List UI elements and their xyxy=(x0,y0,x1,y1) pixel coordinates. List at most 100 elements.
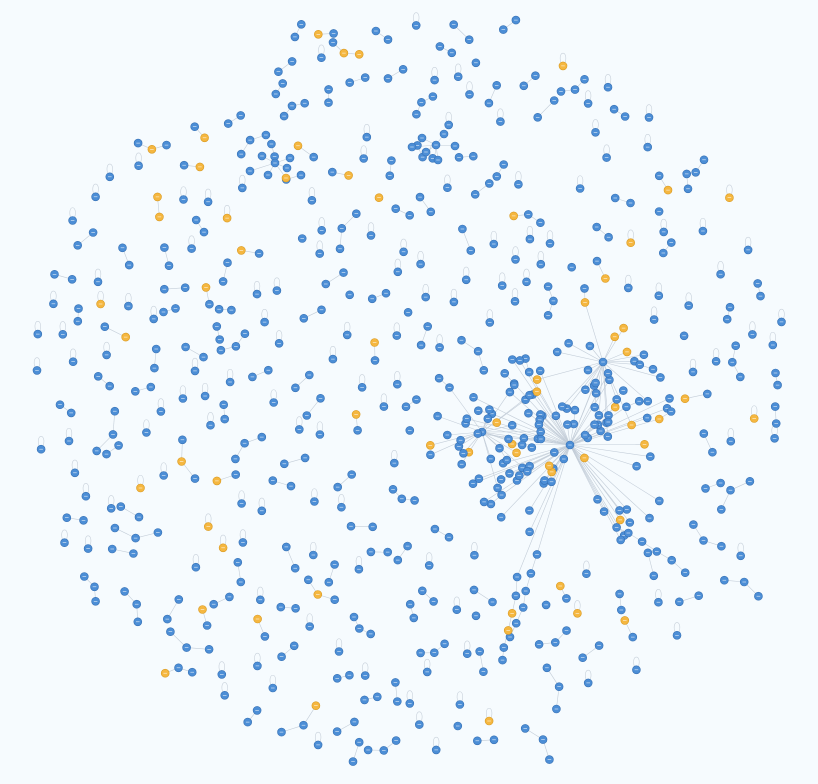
graph-node-secondary[interactable] xyxy=(311,701,321,711)
graph-node-primary[interactable] xyxy=(536,427,546,437)
graph-node-primary[interactable] xyxy=(523,210,533,219)
graph-node-primary[interactable] xyxy=(514,180,523,189)
graph-node-primary[interactable] xyxy=(392,379,402,389)
graph-node-primary[interactable] xyxy=(545,755,554,764)
graph-node-primary[interactable] xyxy=(716,269,725,279)
graph-node-primary[interactable] xyxy=(294,425,304,434)
graph-node-primary[interactable] xyxy=(515,356,525,365)
graph-node-primary[interactable] xyxy=(333,482,343,492)
graph-node-primary[interactable] xyxy=(603,368,613,378)
graph-node-primary[interactable] xyxy=(430,524,440,534)
graph-node-primary[interactable] xyxy=(549,448,559,457)
graph-node-primary[interactable] xyxy=(204,644,214,654)
graph-node-primary[interactable] xyxy=(628,632,638,642)
graph-node-primary[interactable] xyxy=(348,757,358,766)
graph-node-primary[interactable] xyxy=(604,232,613,242)
graph-node-primary[interactable] xyxy=(549,96,559,105)
graph-node-primary[interactable] xyxy=(593,494,602,504)
graph-node-primary[interactable] xyxy=(471,58,481,68)
graph-node-primary[interactable] xyxy=(383,74,393,83)
graph-node-primary[interactable] xyxy=(563,420,572,429)
graph-node-primary[interactable] xyxy=(291,383,300,393)
graph-node-primary[interactable] xyxy=(206,420,215,430)
graph-node-primary[interactable] xyxy=(351,209,361,218)
graph-node-primary[interactable] xyxy=(426,450,435,460)
graph-node-primary[interactable] xyxy=(131,533,140,543)
graph-node-primary[interactable] xyxy=(342,330,352,340)
graph-node-secondary[interactable] xyxy=(619,323,628,333)
graph-node-primary[interactable] xyxy=(68,357,78,367)
graph-node-secondary[interactable] xyxy=(204,522,213,531)
graph-node-secondary[interactable] xyxy=(374,193,384,202)
graph-node-primary[interactable] xyxy=(464,35,474,45)
graph-node-primary[interactable] xyxy=(609,104,619,114)
graph-node-primary[interactable] xyxy=(485,405,494,414)
graph-node-primary[interactable] xyxy=(498,25,508,34)
graph-node-primary[interactable] xyxy=(350,717,359,727)
graph-node-primary[interactable] xyxy=(132,599,141,609)
graph-node-primary[interactable] xyxy=(330,595,340,605)
graph-node-primary[interactable] xyxy=(245,166,255,176)
graph-node-primary[interactable] xyxy=(421,147,431,157)
graph-node-primary[interactable] xyxy=(735,372,745,382)
graph-node-primary[interactable] xyxy=(623,528,633,538)
graph-node-primary[interactable] xyxy=(484,179,494,188)
graph-node-primary[interactable] xyxy=(725,302,735,312)
graph-node-primary[interactable] xyxy=(379,402,389,411)
graph-node-primary[interactable] xyxy=(417,586,427,596)
graph-node-primary[interactable] xyxy=(635,360,645,370)
graph-node-primary[interactable] xyxy=(524,367,534,377)
graph-node-secondary[interactable] xyxy=(663,185,673,195)
graph-node-primary[interactable] xyxy=(151,344,161,354)
graph-node-primary[interactable] xyxy=(543,310,553,320)
graph-node-primary[interactable] xyxy=(557,402,567,411)
graph-node-primary[interactable] xyxy=(236,149,246,159)
graph-node-primary[interactable] xyxy=(220,690,229,700)
graph-node-primary[interactable] xyxy=(583,678,593,688)
graph-node-primary[interactable] xyxy=(187,667,197,677)
graph-node-primary[interactable] xyxy=(556,87,566,96)
graph-node-primary[interactable] xyxy=(416,340,426,350)
graph-node-primary[interactable] xyxy=(468,151,478,161)
graph-node-primary[interactable] xyxy=(575,184,585,193)
graph-node-primary[interactable] xyxy=(268,683,278,693)
graph-node-primary[interactable] xyxy=(736,551,746,561)
graph-node-primary[interactable] xyxy=(645,452,655,461)
graph-node-primary[interactable] xyxy=(645,513,654,523)
graph-node-primary[interactable] xyxy=(603,432,613,441)
graph-node-primary[interactable] xyxy=(470,550,479,560)
graph-node-secondary[interactable] xyxy=(200,133,209,143)
graph-node-secondary[interactable] xyxy=(155,212,164,222)
graph-node-primary[interactable] xyxy=(768,340,778,350)
graph-node-primary[interactable] xyxy=(615,589,624,599)
graph-node-primary[interactable] xyxy=(357,382,367,392)
graph-node-primary[interactable] xyxy=(435,343,444,352)
graph-node-primary[interactable] xyxy=(466,246,476,255)
graph-node-primary[interactable] xyxy=(285,153,295,163)
graph-node-primary[interactable] xyxy=(469,585,479,595)
graph-node-primary[interactable] xyxy=(484,98,494,108)
graph-node-primary[interactable] xyxy=(598,357,608,367)
graph-node-primary[interactable] xyxy=(203,197,213,207)
graph-node-secondary[interactable] xyxy=(532,375,542,384)
graph-node-primary[interactable] xyxy=(313,740,323,750)
graph-node-primary[interactable] xyxy=(648,364,658,374)
graph-node-primary[interactable] xyxy=(290,563,300,573)
graph-node-primary[interactable] xyxy=(430,75,439,85)
graph-node-primary[interactable] xyxy=(512,572,522,582)
graph-node-secondary[interactable] xyxy=(281,173,291,183)
graph-node-primary[interactable] xyxy=(93,371,103,381)
graph-node-primary[interactable] xyxy=(493,483,502,493)
graph-node-primary[interactable] xyxy=(743,245,753,255)
graph-node-primary[interactable] xyxy=(449,297,459,307)
graph-node-primary[interactable] xyxy=(49,299,58,309)
graph-node-secondary[interactable] xyxy=(198,605,207,614)
graph-node-primary[interactable] xyxy=(618,386,628,395)
graph-node-primary[interactable] xyxy=(440,639,449,649)
graph-node-primary[interactable] xyxy=(505,387,515,397)
graph-node-primary[interactable] xyxy=(359,154,369,163)
graph-node-primary[interactable] xyxy=(656,373,665,382)
graph-node-secondary[interactable] xyxy=(177,457,186,466)
graph-node-primary[interactable] xyxy=(182,643,191,652)
